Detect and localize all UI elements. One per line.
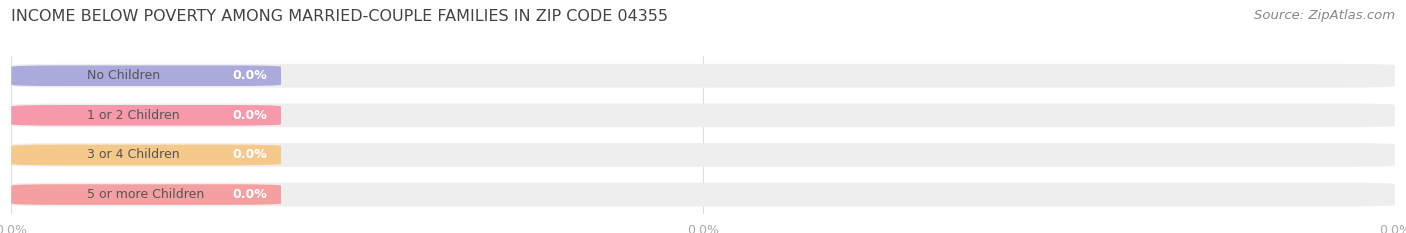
FancyBboxPatch shape [11,64,1395,88]
Text: 5 or more Children: 5 or more Children [87,188,205,201]
Text: Source: ZipAtlas.com: Source: ZipAtlas.com [1254,9,1395,22]
FancyBboxPatch shape [11,65,281,86]
FancyBboxPatch shape [11,145,281,165]
Text: 0.0%: 0.0% [232,148,267,161]
FancyBboxPatch shape [11,184,281,205]
Text: 0.0%: 0.0% [232,109,267,122]
Text: INCOME BELOW POVERTY AMONG MARRIED-COUPLE FAMILIES IN ZIP CODE 04355: INCOME BELOW POVERTY AMONG MARRIED-COUPL… [11,9,668,24]
Text: 0.0%: 0.0% [232,188,267,201]
Text: 3 or 4 Children: 3 or 4 Children [87,148,180,161]
FancyBboxPatch shape [11,105,281,126]
Text: 1 or 2 Children: 1 or 2 Children [87,109,180,122]
FancyBboxPatch shape [11,183,1395,206]
Text: 0.0%: 0.0% [232,69,267,82]
FancyBboxPatch shape [11,143,1395,167]
Text: No Children: No Children [87,69,160,82]
FancyBboxPatch shape [11,103,1395,127]
